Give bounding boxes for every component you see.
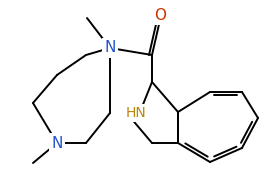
Text: O: O (154, 8, 166, 23)
Text: HN: HN (126, 106, 146, 120)
Text: N: N (51, 135, 63, 151)
Text: N: N (104, 41, 116, 56)
